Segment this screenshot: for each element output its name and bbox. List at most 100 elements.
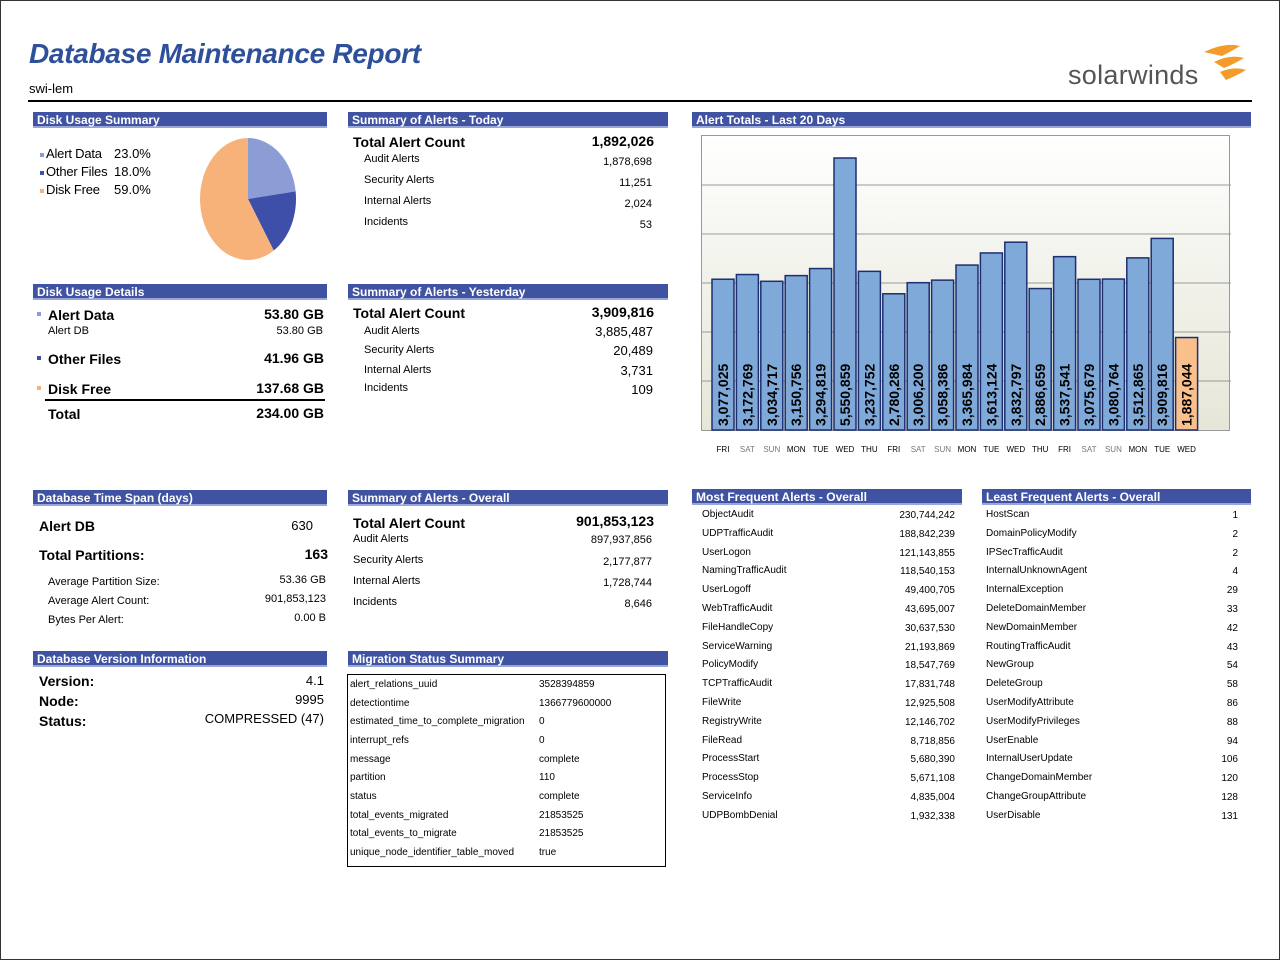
migration-key: alert_relations_uuid	[350, 679, 438, 690]
bytes-per-alert-label: Bytes Per Alert:	[48, 614, 124, 626]
list-item-count: 54	[1226, 660, 1238, 672]
overall-total-value: 901,853,123	[576, 513, 654, 529]
list-item-name: FileHandleCopy	[702, 621, 774, 633]
list-item-name: UserDisable	[986, 809, 1041, 821]
time-span-header: Database Time Span (days)	[33, 490, 327, 506]
x-tick-label: WED	[836, 445, 855, 454]
page-title: Database Maintenance Report	[29, 38, 421, 69]
list-item-count: 18,547,769	[904, 660, 955, 672]
migration-value: 21853525	[539, 810, 584, 821]
list-item-name: ProcessStart	[702, 753, 760, 765]
today-security-value: 11,251	[619, 177, 652, 189]
list-item-count: 86	[1226, 698, 1238, 709]
bar-value-label: 3,150,756	[788, 364, 804, 426]
version-label: Version:	[39, 673, 95, 689]
today-total-value: 1,892,026	[591, 133, 654, 149]
x-tick-label: MON	[1128, 445, 1147, 454]
list-item-name: RegistryWrite	[702, 715, 762, 727]
total-value: 234.00 GB	[256, 405, 324, 421]
migration-value: 3528394859	[539, 679, 595, 690]
x-tick-label: MON	[958, 445, 977, 454]
list-item-count: 121,143,855	[899, 547, 955, 559]
legend-label: Disk Free	[46, 182, 100, 197]
disk-usage-pie-chart	[200, 138, 296, 260]
bytes-per-alert-value: 0.00 B	[294, 612, 326, 624]
chart-bar	[1101, 278, 1126, 431]
total-label: Total	[48, 406, 81, 422]
migration-value: 1366779600000	[539, 698, 612, 709]
list-item-count: 1,932,338	[910, 810, 956, 822]
table-row: detectiontime 1366779600000	[348, 694, 667, 713]
pie-slice	[200, 138, 274, 260]
x-tick-label: THU	[1032, 445, 1049, 454]
bar-value-label: 3,237,752	[861, 364, 877, 426]
yesterday-internal-value: 3,731	[620, 363, 653, 378]
overall-security-label: Security Alerts	[353, 554, 424, 566]
yesterday-security-label: Security Alerts	[364, 344, 435, 356]
pie-slice	[248, 191, 296, 251]
list-item-count: 43	[1226, 641, 1238, 653]
alert-db-value: 53.80 GB	[276, 325, 323, 337]
migration-key: message	[350, 754, 391, 765]
list-item-name: FileWrite	[702, 697, 742, 708]
list-item-name: HostScan	[986, 509, 1030, 520]
list-item-count: 128	[1221, 792, 1238, 803]
legend-swatch	[40, 170, 44, 175]
overall-audit-label: Audit Alerts	[353, 533, 409, 545]
list-item-count: 4,835,004	[910, 792, 956, 803]
list-item-name: ChangeDomainMember	[986, 772, 1093, 784]
bar-value-label: 5,550,859	[837, 364, 853, 426]
list-item-count: 43,695,007	[904, 604, 955, 615]
bar-value-label: 2,886,659	[1032, 364, 1048, 426]
least-frequent-header: Least Frequent Alerts - Overall	[982, 489, 1251, 505]
node-label: Node:	[39, 693, 79, 709]
chart-bar	[833, 157, 857, 431]
list-item-name: ServiceWarning	[702, 640, 773, 652]
yesterday-total-value: 3,909,816	[591, 304, 654, 320]
list-item-name: DeleteDomainMember	[986, 603, 1087, 614]
chart-bar	[1052, 255, 1077, 431]
list-item-count: 42	[1226, 622, 1238, 634]
list-item-count: 21,193,869	[904, 641, 955, 653]
table-row: total_events_migrated 21853525	[348, 806, 667, 825]
yesterday-audit-value: 3,885,487	[595, 324, 653, 339]
table-row: unique_node_identifier_table_moved true	[348, 843, 667, 862]
table-row: estimated_time_to_complete_migration 0	[348, 712, 667, 731]
most-frequent-header: Most Frequent Alerts - Overall	[692, 489, 962, 505]
alerts-yesterday-header: Summary of Alerts - Yesterday	[348, 284, 668, 300]
alert-db-label: Alert DB	[48, 325, 89, 337]
list-item-name: DomainPolicyModify	[986, 527, 1077, 539]
yesterday-total-label: Total Alert Count	[353, 305, 465, 321]
x-tick-label: SAT	[740, 445, 755, 454]
alert-data-label: Alert Data	[48, 307, 115, 323]
total-partitions-value: 163	[304, 546, 328, 562]
list-item-name: ObjectAudit	[702, 509, 754, 520]
chart-bar	[760, 280, 784, 431]
migration-key: unique_node_identifier_table_moved	[350, 847, 515, 858]
x-tick-label: THU	[861, 445, 878, 454]
today-internal-label: Internal Alerts	[364, 195, 432, 207]
chart-bar	[784, 274, 808, 431]
x-tick-label: SUN	[1105, 445, 1122, 454]
list-item-name: UserEnable	[986, 734, 1039, 746]
today-security-label: Security Alerts	[364, 174, 435, 186]
avg-partition-label: Average Partition Size:	[48, 576, 160, 588]
list-item-name: NewGroup	[986, 659, 1034, 671]
chart-bar	[857, 270, 882, 431]
disk-usage-details-header: Disk Usage Details	[33, 284, 327, 300]
chart-bar	[808, 267, 833, 431]
legend-swatch	[40, 152, 44, 157]
chart-bar	[955, 264, 979, 431]
list-item-count: 4	[1232, 566, 1238, 578]
total-rule	[45, 399, 325, 401]
chart-bar	[979, 252, 1004, 431]
table-row: message complete	[348, 750, 667, 769]
legend-swatch	[37, 312, 41, 316]
pie-slice	[248, 138, 296, 199]
chart-bar	[1126, 257, 1150, 431]
bar-value-label: 3,512,865	[1130, 364, 1146, 426]
alert-db-span-value: 630	[291, 518, 313, 533]
legend-value: 23.0%	[114, 146, 151, 161]
bar-value-label: 3,365,984	[959, 364, 975, 426]
list-item-name: UserModifyPrivileges	[986, 715, 1080, 727]
